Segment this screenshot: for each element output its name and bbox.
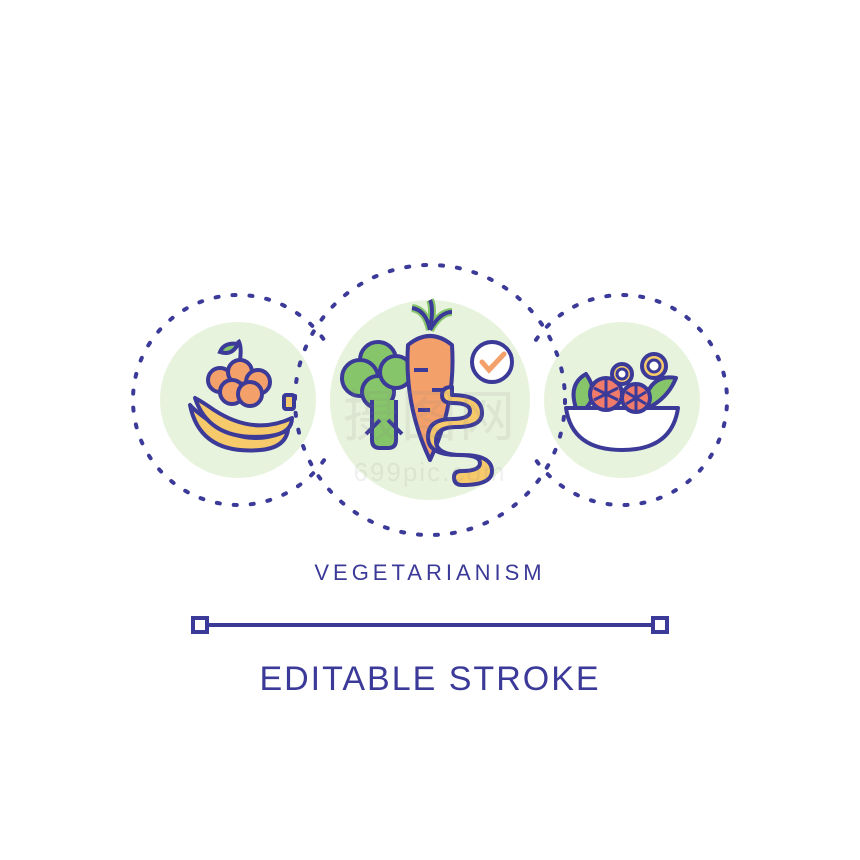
right-icon-group: [544, 322, 700, 478]
divider-rule: [193, 618, 667, 632]
check-badge-icon: [472, 342, 512, 382]
infographic: { "layout": { "canvas": { "w": 860, "h":…: [0, 0, 860, 860]
title-label: VEGETARIANISM: [0, 560, 860, 586]
center-icon-group: [330, 300, 530, 500]
subtitle-label: EDITABLE STROKE: [0, 660, 860, 699]
icons-canvas: [0, 0, 860, 860]
left-icon-group: [160, 322, 316, 478]
